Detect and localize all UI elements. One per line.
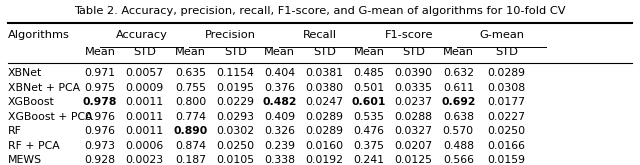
Text: 0.635: 0.635	[175, 68, 206, 78]
Text: Accuracy: Accuracy	[116, 30, 168, 40]
Text: RF: RF	[8, 126, 22, 136]
Text: 0.973: 0.973	[84, 141, 116, 151]
Text: 0.638: 0.638	[443, 112, 474, 122]
Text: 0.0011: 0.0011	[125, 126, 164, 136]
Text: Algorithms: Algorithms	[8, 30, 70, 40]
Text: STD: STD	[313, 47, 336, 57]
Text: 0.0011: 0.0011	[125, 97, 164, 107]
Text: STD: STD	[224, 47, 246, 57]
Text: Table 2. Accuracy, precision, recall, F1-score, and G-mean of algorithms for 10-: Table 2. Accuracy, precision, recall, F1…	[74, 6, 566, 16]
Text: 0.0288: 0.0288	[395, 112, 433, 122]
Text: 0.376: 0.376	[264, 83, 295, 93]
Text: 0.187: 0.187	[175, 155, 206, 165]
Text: 0.326: 0.326	[264, 126, 295, 136]
Text: XGBoost: XGBoost	[8, 97, 54, 107]
Text: 0.241: 0.241	[353, 155, 385, 165]
Text: 0.0335: 0.0335	[395, 83, 433, 93]
Text: 0.0105: 0.0105	[216, 155, 254, 165]
Text: 0.0023: 0.0023	[125, 155, 164, 165]
Text: 0.0057: 0.0057	[125, 68, 164, 78]
Text: F1-score: F1-score	[385, 30, 433, 40]
Text: 0.485: 0.485	[353, 68, 385, 78]
Text: 0.976: 0.976	[84, 112, 116, 122]
Text: 0.692: 0.692	[441, 97, 476, 107]
Text: Recall: Recall	[303, 30, 337, 40]
Text: STD: STD	[402, 47, 425, 57]
Text: 0.611: 0.611	[443, 83, 474, 93]
Text: 0.928: 0.928	[84, 155, 116, 165]
Text: 0.375: 0.375	[353, 141, 385, 151]
Text: 0.535: 0.535	[353, 112, 385, 122]
Text: 0.0160: 0.0160	[305, 141, 344, 151]
Text: 0.0289: 0.0289	[305, 126, 344, 136]
Text: 0.601: 0.601	[352, 97, 387, 107]
Text: 0.338: 0.338	[264, 155, 295, 165]
Text: Mean: Mean	[264, 47, 295, 57]
Text: XBNet + PCA: XBNet + PCA	[8, 83, 80, 93]
Text: 0.800: 0.800	[175, 97, 206, 107]
Text: 0.0289: 0.0289	[488, 68, 525, 78]
Text: 0.874: 0.874	[175, 141, 206, 151]
Text: 0.0289: 0.0289	[305, 112, 344, 122]
Text: 0.0250: 0.0250	[488, 126, 526, 136]
Text: 0.0227: 0.0227	[488, 112, 525, 122]
Text: STD: STD	[133, 47, 156, 57]
Text: 0.239: 0.239	[264, 141, 295, 151]
Text: RF + PCA: RF + PCA	[8, 141, 60, 151]
Text: 0.566: 0.566	[443, 155, 474, 165]
Text: 0.501: 0.501	[353, 83, 385, 93]
Text: 0.1154: 0.1154	[216, 68, 254, 78]
Text: 0.0125: 0.0125	[395, 155, 433, 165]
Text: 0.404: 0.404	[264, 68, 296, 78]
Text: Mean: Mean	[353, 47, 385, 57]
Text: 0.632: 0.632	[443, 68, 474, 78]
Text: 0.978: 0.978	[83, 97, 117, 107]
Text: 0.0159: 0.0159	[488, 155, 525, 165]
Text: 0.0250: 0.0250	[216, 141, 254, 151]
Text: 0.890: 0.890	[173, 126, 208, 136]
Text: Mean: Mean	[84, 47, 116, 57]
Text: 0.975: 0.975	[84, 83, 116, 93]
Text: Mean: Mean	[443, 47, 474, 57]
Text: 0.0009: 0.0009	[125, 83, 164, 93]
Text: 0.570: 0.570	[443, 126, 474, 136]
Text: 0.0327: 0.0327	[395, 126, 433, 136]
Text: 0.0247: 0.0247	[305, 97, 344, 107]
Text: 0.482: 0.482	[262, 97, 297, 107]
Text: 0.774: 0.774	[175, 112, 206, 122]
Text: 0.0166: 0.0166	[488, 141, 525, 151]
Text: 0.0308: 0.0308	[488, 83, 526, 93]
Text: 0.0192: 0.0192	[305, 155, 344, 165]
Text: G-mean: G-mean	[479, 30, 524, 40]
Text: 0.488: 0.488	[443, 141, 474, 151]
Text: 0.476: 0.476	[353, 126, 385, 136]
Text: 0.0381: 0.0381	[305, 68, 344, 78]
Text: 0.0195: 0.0195	[216, 83, 254, 93]
Text: 0.0011: 0.0011	[125, 112, 164, 122]
Text: 0.0237: 0.0237	[395, 97, 433, 107]
Text: XBNet: XBNet	[8, 68, 42, 78]
Text: 0.755: 0.755	[175, 83, 206, 93]
Text: 0.0006: 0.0006	[125, 141, 164, 151]
Text: XGBoost + PCA: XGBoost + PCA	[8, 112, 92, 122]
Text: 0.0293: 0.0293	[216, 112, 254, 122]
Text: 0.971: 0.971	[84, 68, 116, 78]
Text: 0.0302: 0.0302	[216, 126, 254, 136]
Text: 0.0207: 0.0207	[395, 141, 433, 151]
Text: 0.976: 0.976	[84, 126, 116, 136]
Text: Precision: Precision	[205, 30, 256, 40]
Text: 0.0390: 0.0390	[395, 68, 433, 78]
Text: 0.409: 0.409	[264, 112, 296, 122]
Text: 0.0229: 0.0229	[216, 97, 254, 107]
Text: Mean: Mean	[175, 47, 206, 57]
Text: MEWS: MEWS	[8, 155, 42, 165]
Text: STD: STD	[495, 47, 518, 57]
Text: 0.0177: 0.0177	[488, 97, 525, 107]
Text: 0.0380: 0.0380	[305, 83, 344, 93]
